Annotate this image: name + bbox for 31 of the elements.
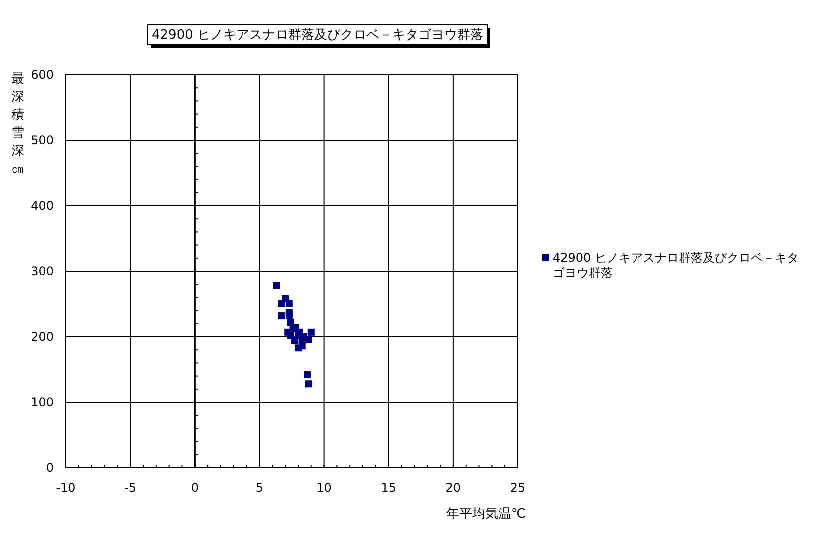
x-tick-label: 10 [316, 481, 332, 495]
y-tick-label: 600 [31, 68, 54, 82]
point [304, 371, 311, 378]
point [278, 300, 286, 308]
x-tick-label: 15 [381, 481, 396, 495]
point [294, 344, 302, 352]
x-tick-label: 5 [256, 481, 264, 495]
y-tick-label: 300 [31, 264, 54, 278]
y-tick-label: 400 [31, 199, 54, 213]
point [305, 336, 312, 344]
x-tick-label: -5 [124, 481, 137, 495]
x-tick-label: 20 [446, 481, 462, 495]
y-tick-label: 500 [31, 134, 54, 148]
x-tick-label: -10 [56, 481, 76, 495]
point [308, 328, 315, 336]
x-tick-label: 0 [191, 481, 199, 495]
point [286, 300, 293, 308]
x-tick-label: 25 [510, 481, 526, 495]
chart-title: 42900 ヒノキアスナロ群落及びクロベ－キタゴヨウ群落 [152, 28, 484, 43]
legend: 42900 ヒノキアスナロ群落及びクロベ－キタゴヨウ群落 [542, 251, 799, 280]
point [305, 380, 312, 388]
point [286, 312, 293, 320]
x-axis-title: 年平均気温℃ [446, 507, 526, 522]
y-tick-label: 0 [46, 461, 54, 475]
y-tick-label: 200 [31, 330, 54, 344]
point [273, 282, 280, 290]
y-axis-title: 最深積雪深㎝ [12, 72, 24, 177]
y-tick-label: 100 [31, 396, 54, 410]
point [291, 337, 298, 344]
point [278, 312, 286, 320]
point [287, 332, 294, 340]
